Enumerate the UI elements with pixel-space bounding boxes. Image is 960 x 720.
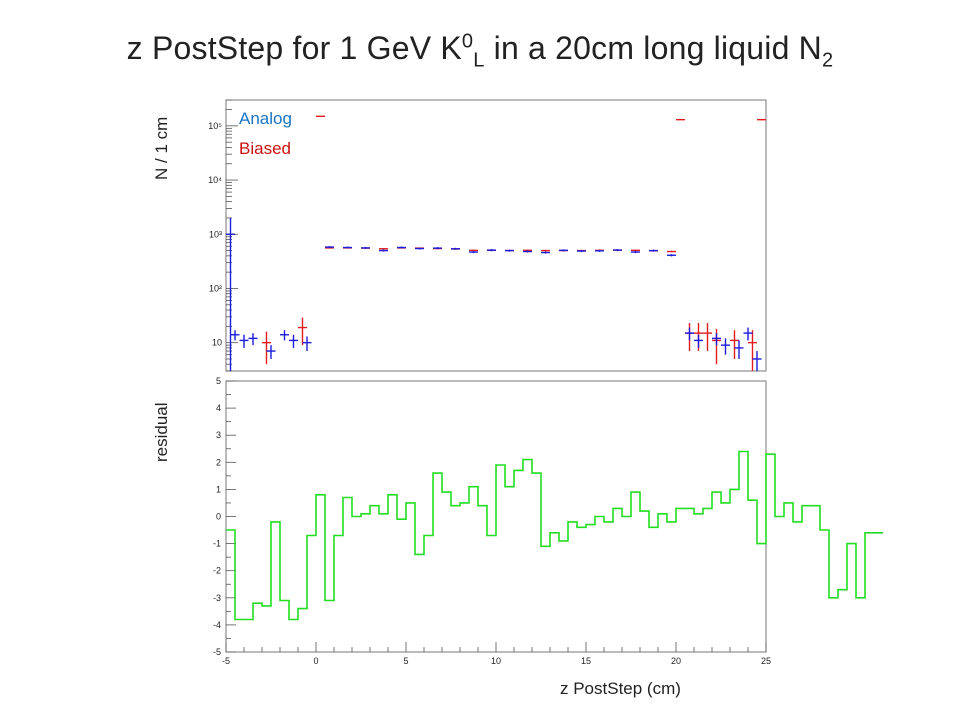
bottom-ytick-label: -2 xyxy=(213,566,221,576)
bottom-ytick-label: -1 xyxy=(213,539,221,549)
bottom-xtick-label: 20 xyxy=(671,656,681,666)
top-ytick-label: 10⁵ xyxy=(208,121,222,131)
top-ytick-label: 10² xyxy=(209,283,222,293)
chart-title: z PostStep for 1 GeV K0L in a 20cm long … xyxy=(0,30,960,72)
bottom-xtick-label: 25 xyxy=(761,656,771,666)
bottom-xtick-label: 0 xyxy=(313,656,318,666)
bottom-ytick-label: -5 xyxy=(213,647,221,657)
bottom-xtick-label: 10 xyxy=(491,656,501,666)
x-axis-label: z PostStep (cm) xyxy=(560,679,681,698)
top-plot-frame xyxy=(225,99,767,372)
title-sub-2: 2 xyxy=(822,49,834,72)
bottom-ylabel: residual xyxy=(152,402,171,462)
bottom-xtick-label: -5 xyxy=(222,656,230,666)
bottom-ytick-label: 0 xyxy=(216,512,221,522)
bottom-ytick-label: -3 xyxy=(213,593,221,603)
title-sup: 0 xyxy=(461,30,474,53)
bottom-ytick-label: -4 xyxy=(213,620,221,630)
top-ytick-label: 10³ xyxy=(209,229,222,239)
top-ytick-label: 10 xyxy=(212,338,222,348)
bottom-xtick-label: 5 xyxy=(403,656,408,666)
title-sub-1: L xyxy=(473,49,485,72)
bottom-ytick-label: 4 xyxy=(216,403,221,413)
residual-line xyxy=(226,450,883,621)
bottom-ytick-label: 1 xyxy=(216,484,221,494)
legend-analog: Analog xyxy=(239,109,292,128)
title-text-2: in a 20cm long liquid N xyxy=(484,30,822,66)
bottom-ytick-label: 5 xyxy=(216,376,221,386)
title-text-1: z PostStep for 1 GeV K xyxy=(126,30,462,66)
legend-biased: Biased xyxy=(239,139,291,158)
top-ytick-label: 10⁴ xyxy=(208,175,222,185)
bottom-ytick-label: 3 xyxy=(216,430,221,440)
bottom-ytick-label: 2 xyxy=(216,457,221,467)
bottom-xtick-label: 15 xyxy=(581,656,591,666)
top-ylabel: N / 1 cm xyxy=(152,116,171,180)
